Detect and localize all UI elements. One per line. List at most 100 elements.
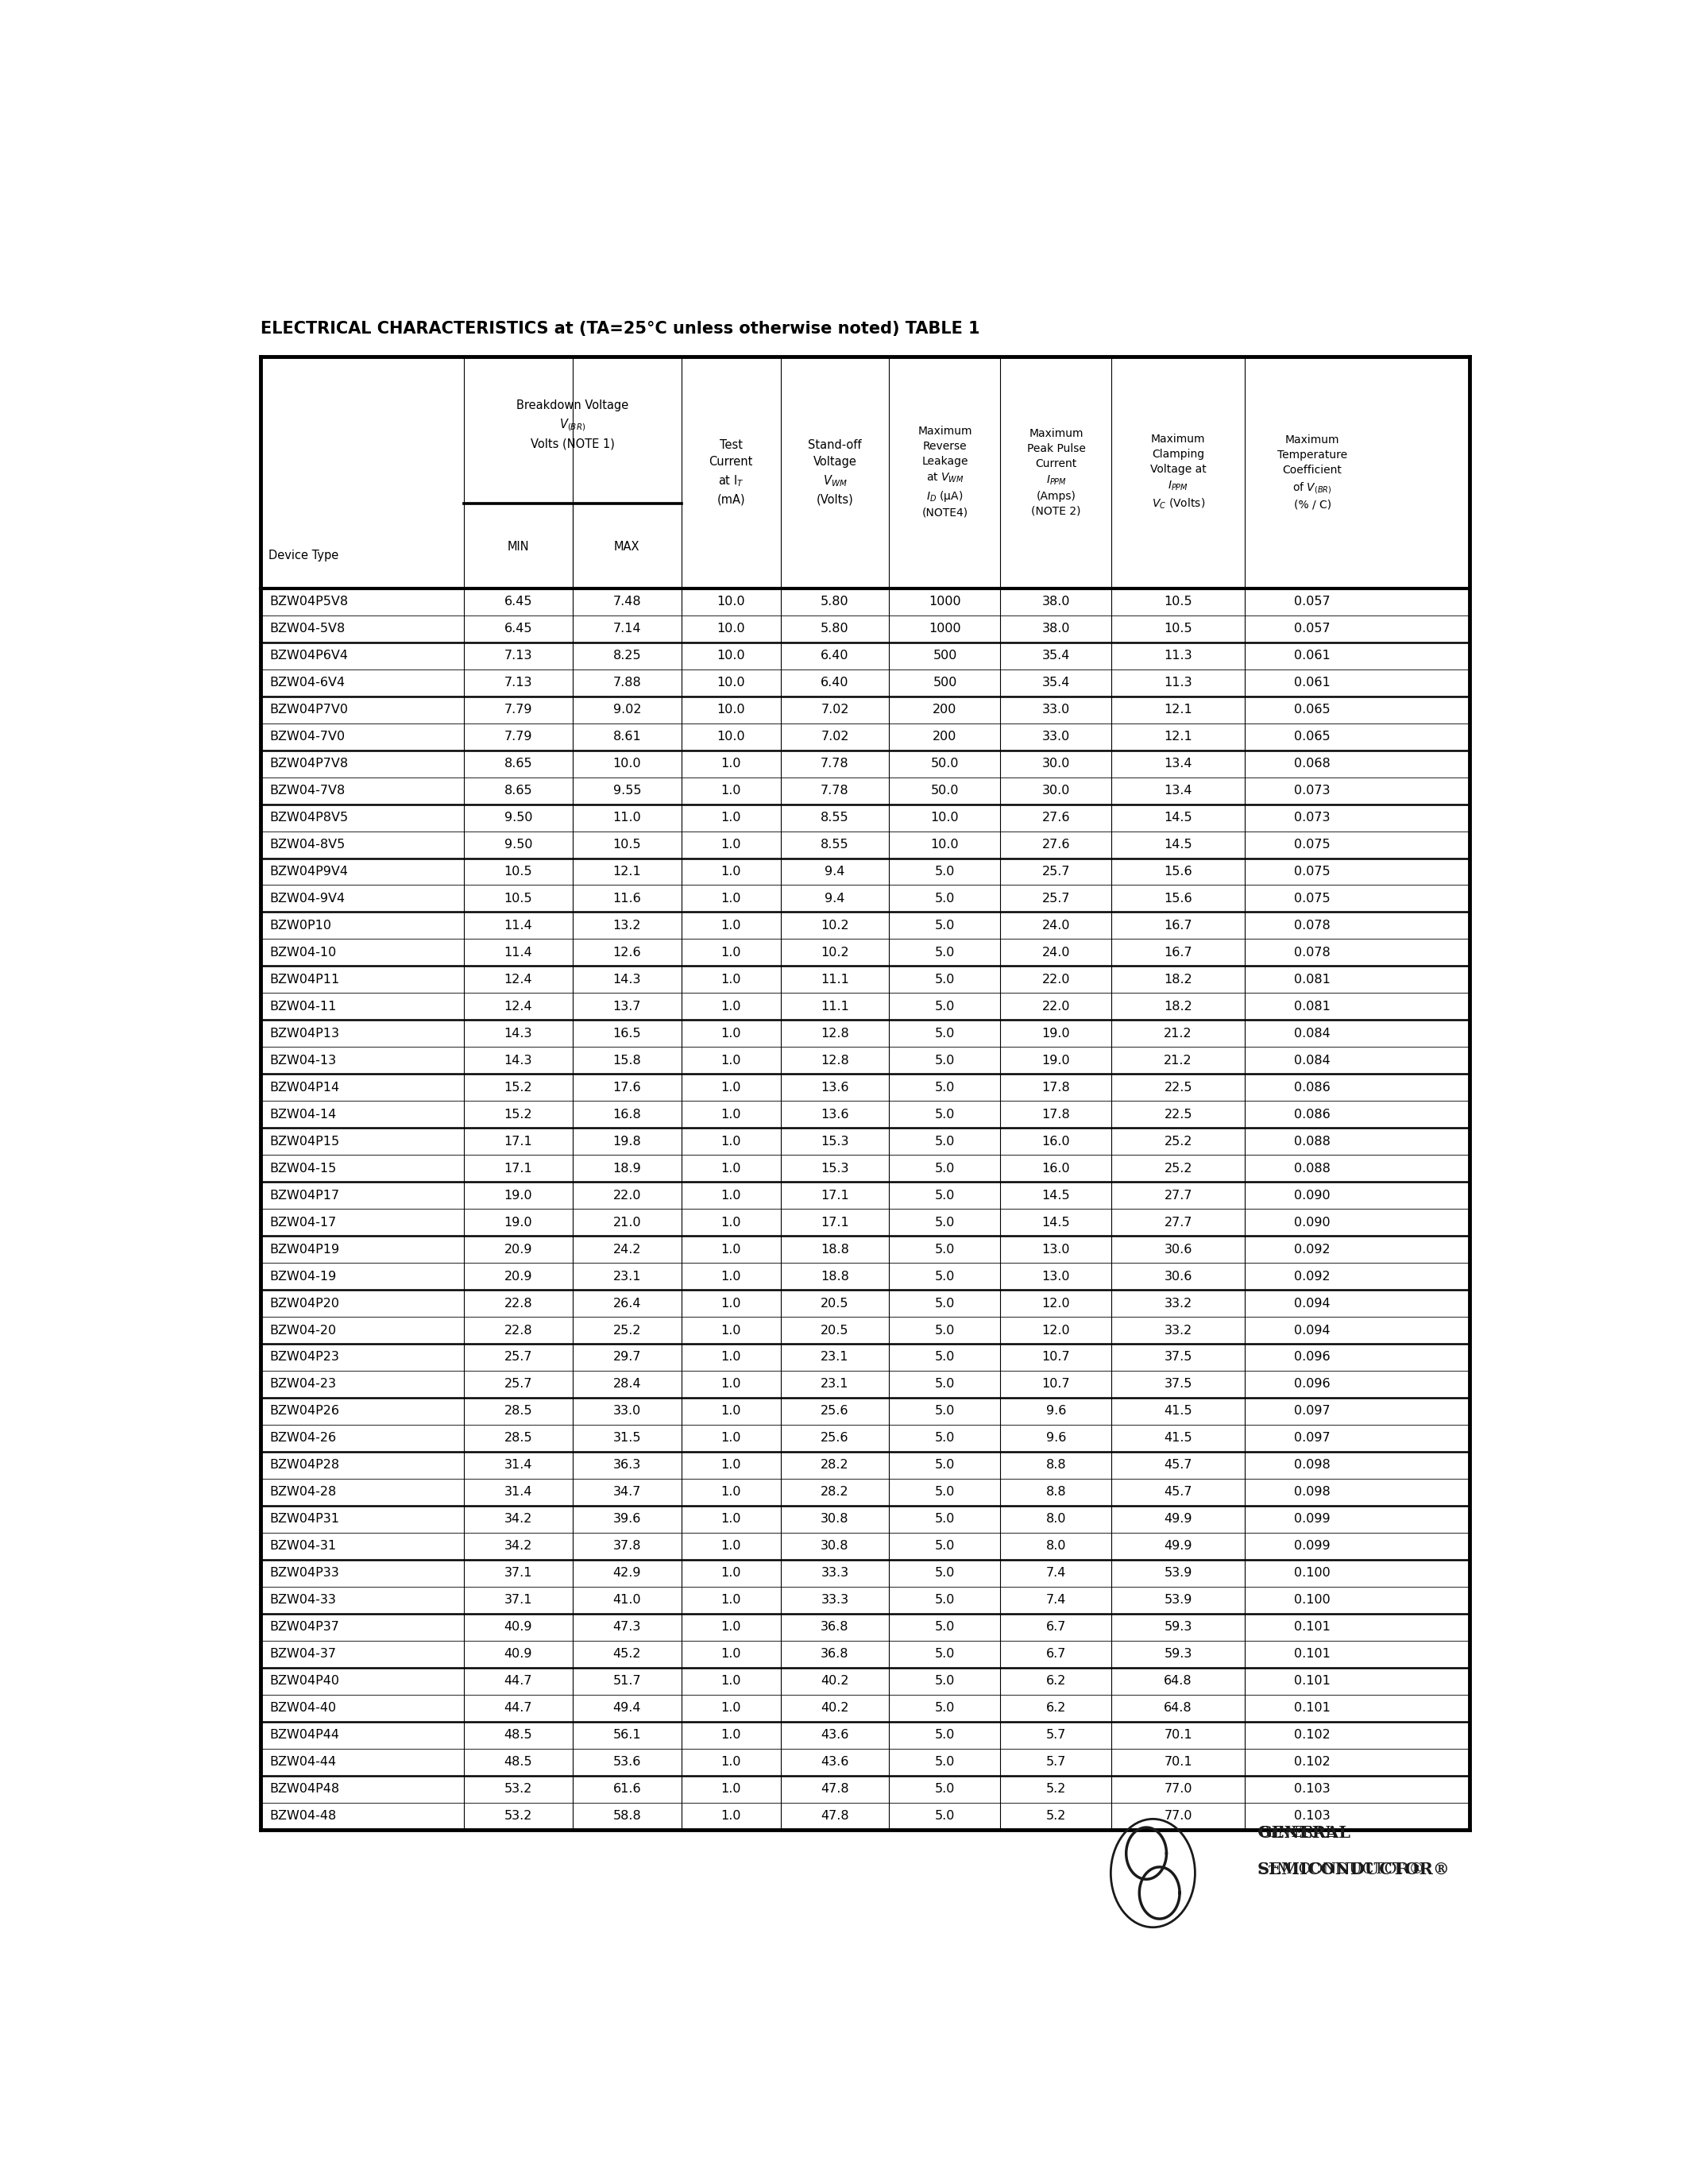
Text: 20.9: 20.9 [505, 1243, 532, 1256]
Text: 0.078: 0.078 [1295, 919, 1330, 933]
Text: 36.8: 36.8 [820, 1649, 849, 1660]
Text: 22.0: 22.0 [1041, 974, 1070, 985]
Text: 13.6: 13.6 [820, 1109, 849, 1120]
Text: 25.7: 25.7 [1041, 893, 1070, 904]
Text: 8.8: 8.8 [1047, 1485, 1067, 1498]
Text: 28.4: 28.4 [613, 1378, 641, 1391]
Bar [260, 1317, 1470, 1343]
Text: 31.4: 31.4 [505, 1485, 532, 1498]
Text: 13.2: 13.2 [613, 919, 641, 933]
Text: 5.0: 5.0 [935, 1081, 955, 1094]
Text: 70.1: 70.1 [1165, 1756, 1192, 1767]
Text: 19.0: 19.0 [505, 1216, 532, 1227]
Text: 16.7: 16.7 [1165, 919, 1192, 933]
Text: 5.0: 5.0 [935, 1485, 955, 1498]
Text: 13.4: 13.4 [1165, 758, 1192, 769]
Text: 34.7: 34.7 [613, 1485, 641, 1498]
Text: 0.086: 0.086 [1295, 1109, 1330, 1120]
Text: 6.45: 6.45 [505, 596, 532, 607]
Text: BZW04-9V4: BZW04-9V4 [270, 893, 346, 904]
Text: 0.098: 0.098 [1295, 1485, 1330, 1498]
Text: 5.0: 5.0 [935, 1594, 955, 1605]
Text: 23.1: 23.1 [820, 1378, 849, 1391]
Text: BZW04-19: BZW04-19 [270, 1271, 338, 1282]
Text: 15.3: 15.3 [820, 1136, 849, 1147]
Text: 21.2: 21.2 [1165, 1055, 1192, 1066]
Text: Maximum
Peak Pulse
Current
$I_{PPM}$
(Amps)
(NOTE 2): Maximum Peak Pulse Current $I_{PPM}$ (Am… [1026, 428, 1085, 518]
Bar [260, 1505, 1470, 1533]
Text: 0.088: 0.088 [1295, 1136, 1330, 1147]
Text: 5.0: 5.0 [935, 1701, 955, 1714]
Text: 21.0: 21.0 [613, 1216, 641, 1227]
Bar [260, 1452, 1470, 1479]
Text: 5.2: 5.2 [1047, 1811, 1067, 1821]
Text: 22.0: 22.0 [1041, 1000, 1070, 1013]
Text: BZW04P23: BZW04P23 [270, 1352, 339, 1363]
Text: 12.8: 12.8 [820, 1026, 849, 1040]
Text: 0.094: 0.094 [1295, 1324, 1330, 1337]
Text: 5.0: 5.0 [935, 946, 955, 959]
Text: 0.092: 0.092 [1295, 1243, 1330, 1256]
Text: 6.7: 6.7 [1047, 1649, 1067, 1660]
Text: 7.88: 7.88 [613, 677, 641, 688]
Text: 1.0: 1.0 [721, 784, 741, 797]
Text: 42.9: 42.9 [613, 1568, 641, 1579]
Text: GᴛNERAL: GᴛNERAL [1258, 1826, 1337, 1839]
Text: 77.0: 77.0 [1165, 1782, 1192, 1795]
Text: 40.9: 40.9 [505, 1621, 532, 1634]
Text: 0.103: 0.103 [1295, 1811, 1330, 1821]
Text: 5.0: 5.0 [935, 1433, 955, 1444]
Text: BZW04-5V8: BZW04-5V8 [270, 622, 346, 636]
Text: 13.7: 13.7 [613, 1000, 641, 1013]
Bar [260, 1155, 1470, 1182]
Bar [260, 1424, 1470, 1452]
Text: 30.8: 30.8 [820, 1540, 849, 1553]
Text: 23.1: 23.1 [820, 1352, 849, 1363]
Bar [260, 1046, 1470, 1075]
Text: 11.6: 11.6 [613, 893, 641, 904]
Text: 5.0: 5.0 [935, 1404, 955, 1417]
Text: 14.5: 14.5 [1165, 812, 1192, 823]
Text: 0.090: 0.090 [1295, 1216, 1330, 1227]
Text: BZW04P44: BZW04P44 [270, 1730, 339, 1741]
Text: 1.0: 1.0 [721, 1730, 741, 1741]
Text: BZW04-11: BZW04-11 [270, 1000, 338, 1013]
Text: 15.8: 15.8 [613, 1055, 641, 1066]
Text: 49.9: 49.9 [1165, 1540, 1192, 1553]
Text: 14.5: 14.5 [1165, 839, 1192, 850]
Text: 0.092: 0.092 [1295, 1271, 1330, 1282]
Text: 50.0: 50.0 [930, 784, 959, 797]
Text: 5.0: 5.0 [935, 1568, 955, 1579]
Text: 5.80: 5.80 [820, 596, 849, 607]
Text: BZW04P20: BZW04P20 [270, 1297, 339, 1308]
Text: 0.057: 0.057 [1295, 596, 1330, 607]
Text: BZW04P19: BZW04P19 [270, 1243, 339, 1256]
Text: 10.0: 10.0 [717, 622, 744, 636]
Text: 15.3: 15.3 [820, 1162, 849, 1175]
Text: 0.075: 0.075 [1295, 839, 1330, 850]
Text: 5.80: 5.80 [820, 622, 849, 636]
Text: 5.0: 5.0 [935, 1216, 955, 1227]
Text: 500: 500 [933, 651, 957, 662]
Text: 0.061: 0.061 [1295, 651, 1330, 662]
Text: SᴛMICONDUCTOR®: SᴛMICONDUCTOR® [1258, 1863, 1425, 1876]
Text: 11.4: 11.4 [505, 919, 532, 933]
Text: 200: 200 [933, 703, 957, 716]
Text: 0.073: 0.073 [1295, 784, 1330, 797]
Text: 0.065: 0.065 [1295, 703, 1330, 716]
Text: 8.25: 8.25 [613, 651, 641, 662]
Text: 25.2: 25.2 [613, 1324, 641, 1337]
Text: 5.0: 5.0 [935, 1190, 955, 1201]
Text: 25.7: 25.7 [505, 1352, 532, 1363]
Text: BZW04P9V4: BZW04P9V4 [270, 865, 348, 878]
Bar [260, 1075, 1470, 1101]
Text: 1.0: 1.0 [721, 812, 741, 823]
Text: 1.0: 1.0 [721, 1621, 741, 1634]
Text: 8.55: 8.55 [820, 839, 849, 850]
Bar [260, 1614, 1470, 1640]
Text: 5.0: 5.0 [935, 1514, 955, 1524]
Text: BZW04-8V5: BZW04-8V5 [270, 839, 346, 850]
Text: 1.0: 1.0 [721, 974, 741, 985]
Text: 6.2: 6.2 [1047, 1701, 1067, 1714]
Text: BZW04P33: BZW04P33 [270, 1568, 339, 1579]
